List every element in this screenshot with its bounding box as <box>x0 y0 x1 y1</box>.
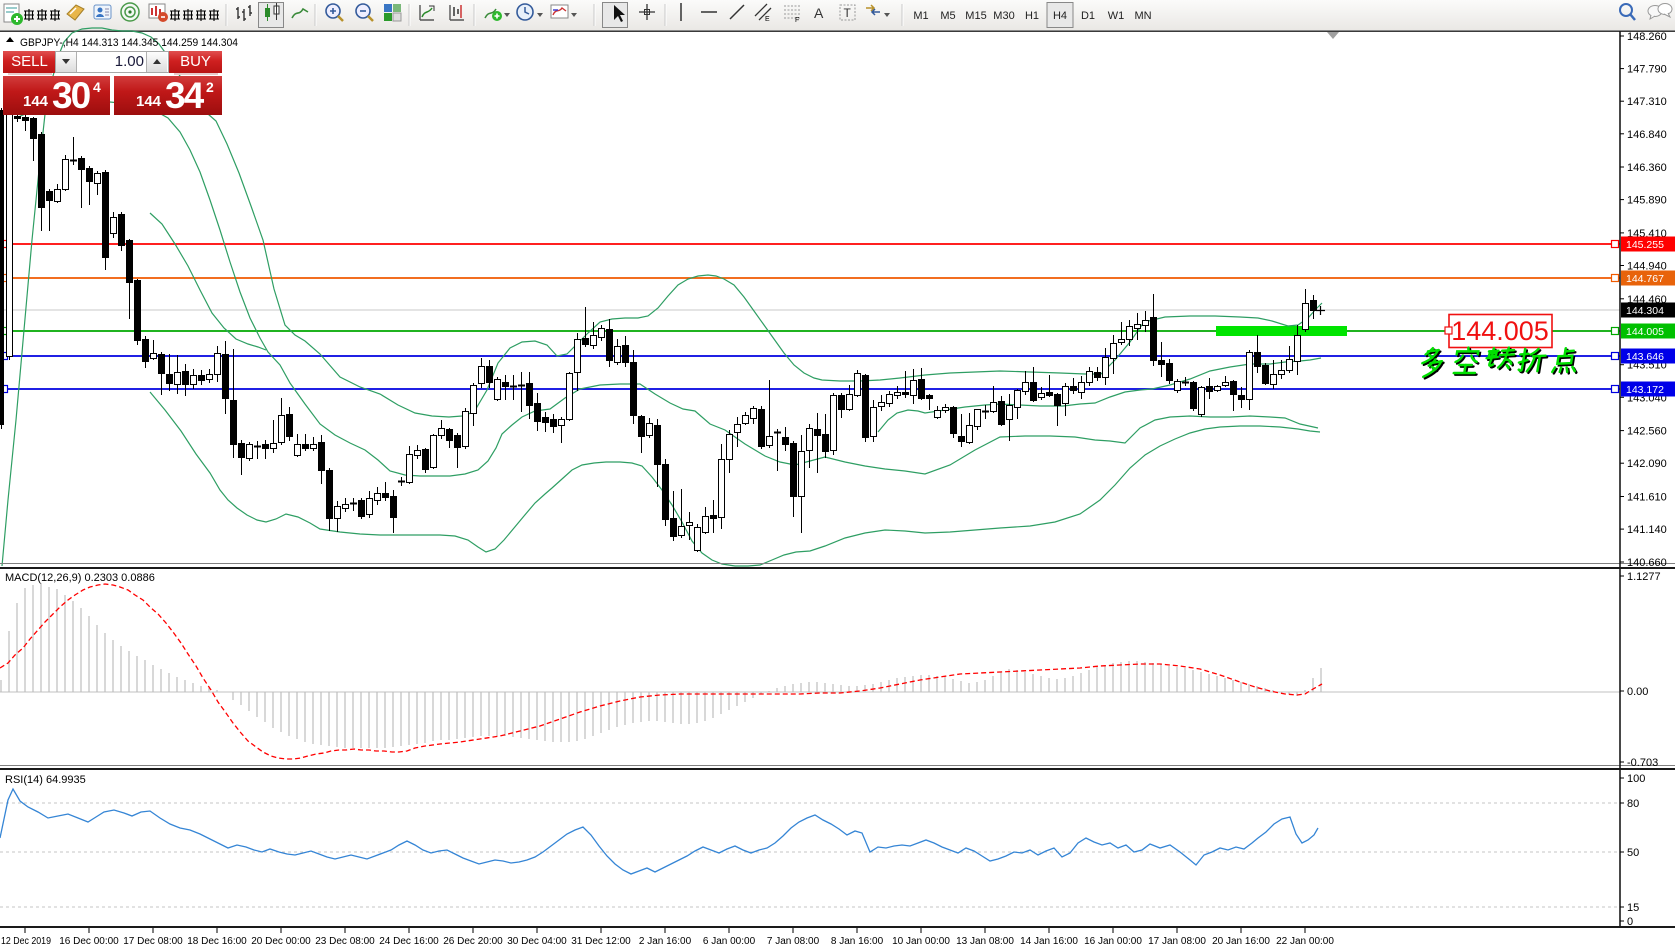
svg-text:141.610: 141.610 <box>1627 492 1667 504</box>
svg-text:144.304: 144.304 <box>1626 305 1664 317</box>
svg-text:1.1277: 1.1277 <box>1627 571 1661 583</box>
svg-text:80: 80 <box>1627 798 1639 810</box>
svg-text:D1: D1 <box>1081 10 1095 22</box>
svg-text:M30: M30 <box>993 10 1014 22</box>
svg-text:7 Jan 08:00: 7 Jan 08:00 <box>767 936 820 947</box>
svg-text:146.360: 146.360 <box>1627 162 1667 174</box>
svg-text:23 Dec 08:00: 23 Dec 08:00 <box>315 936 375 947</box>
svg-text:16 Jan 00:00: 16 Jan 00:00 <box>1084 936 1142 947</box>
svg-text:8 Jan 16:00: 8 Jan 16:00 <box>831 936 884 947</box>
svg-text:100: 100 <box>1627 773 1645 785</box>
svg-text:144.940: 144.940 <box>1627 261 1667 273</box>
svg-text:M5: M5 <box>940 10 955 22</box>
svg-text:147.790: 147.790 <box>1627 64 1667 76</box>
svg-text:148.260: 148.260 <box>1627 31 1667 43</box>
svg-text:31 Dec 12:00: 31 Dec 12:00 <box>571 936 631 947</box>
svg-text:12 Dec 2019: 12 Dec 2019 <box>1 936 51 947</box>
svg-text:A: A <box>814 5 824 21</box>
svg-text:142.090: 142.090 <box>1627 458 1667 470</box>
svg-text:H1: H1 <box>1025 10 1039 22</box>
svg-text:H4: H4 <box>1053 10 1067 22</box>
svg-text:13 Jan 08:00: 13 Jan 08:00 <box>956 936 1014 947</box>
svg-text:MACD(12,26,9) 0.2303 0.0886: MACD(12,26,9) 0.2303 0.0886 <box>5 572 155 584</box>
svg-text:M15: M15 <box>965 10 986 22</box>
svg-text:M1: M1 <box>913 10 928 22</box>
svg-text:145.890: 145.890 <box>1627 195 1667 207</box>
svg-text:145.255: 145.255 <box>1626 239 1664 251</box>
svg-text:GBPJPY-,H4 144.313 144.345 14: GBPJPY-,H4 144.313 144.345 144.259 144.3… <box>20 37 238 49</box>
svg-text:6 Jan 00:00: 6 Jan 00:00 <box>703 936 756 947</box>
svg-text:147.310: 147.310 <box>1627 96 1667 108</box>
svg-text:17 Jan 08:00: 17 Jan 08:00 <box>1148 936 1206 947</box>
svg-text:146.840: 146.840 <box>1627 129 1667 141</box>
svg-text:18 Dec 16:00: 18 Dec 16:00 <box>187 936 247 947</box>
svg-text:22 Jan 00:00: 22 Jan 00:00 <box>1276 936 1334 947</box>
svg-text:24 Dec 16:00: 24 Dec 16:00 <box>379 936 439 947</box>
svg-text:140.660: 140.660 <box>1627 557 1667 569</box>
svg-text:-0.703: -0.703 <box>1627 757 1658 769</box>
svg-text:14 Jan 16:00: 14 Jan 16:00 <box>1020 936 1078 947</box>
svg-text:143.172: 143.172 <box>1626 384 1664 396</box>
svg-text:142.560: 142.560 <box>1627 426 1667 438</box>
svg-text:15: 15 <box>1627 902 1639 914</box>
svg-text:144.005: 144.005 <box>1626 326 1664 338</box>
svg-text:RSI(14) 64.9935: RSI(14) 64.9935 <box>5 774 86 786</box>
svg-text:0.00: 0.00 <box>1627 686 1648 698</box>
svg-text:0: 0 <box>1627 916 1633 928</box>
svg-text:144.005: 144.005 <box>1451 316 1549 346</box>
svg-text:E: E <box>765 16 770 23</box>
svg-text:20 Jan 16:00: 20 Jan 16:00 <box>1212 936 1270 947</box>
svg-text:141.140: 141.140 <box>1627 524 1667 536</box>
svg-text:W1: W1 <box>1108 10 1125 22</box>
svg-text:143.646: 143.646 <box>1626 351 1664 363</box>
svg-text:20 Dec 00:00: 20 Dec 00:00 <box>251 936 311 947</box>
svg-text:F: F <box>795 17 799 24</box>
svg-text:MN: MN <box>1134 10 1151 22</box>
svg-text:30 Dec 04:00: 30 Dec 04:00 <box>507 936 567 947</box>
svg-text:144.767: 144.767 <box>1626 273 1664 285</box>
svg-text:10 Jan 00:00: 10 Jan 00:00 <box>892 936 950 947</box>
svg-text:16 Dec 00:00: 16 Dec 00:00 <box>59 936 119 947</box>
svg-text:26 Dec 20:00: 26 Dec 20:00 <box>443 936 503 947</box>
svg-text:T: T <box>844 6 852 20</box>
svg-text:2 Jan 16:00: 2 Jan 16:00 <box>639 936 692 947</box>
svg-text:50: 50 <box>1627 847 1639 859</box>
svg-text:17 Dec 08:00: 17 Dec 08:00 <box>123 936 183 947</box>
